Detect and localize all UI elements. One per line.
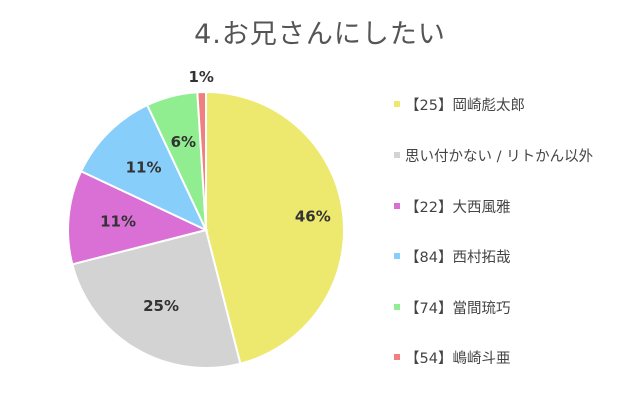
slice-percent-label: 11%	[100, 213, 136, 231]
legend-label: 【22】大西風雅	[405, 199, 511, 216]
pie-slice	[196, 90, 207, 231]
legend-swatch-icon	[394, 101, 400, 107]
legend-item: 【22】大西風雅	[394, 194, 510, 218]
pie-slice	[71, 228, 242, 369]
legend-label: 【84】西村拓哉	[405, 249, 511, 266]
chart-legend: 【25】岡崎彪太郎 思い付かない / リトかん以外 【22】大西風雅 【84】西…	[394, 0, 640, 402]
slice-percent-label: 25%	[143, 297, 179, 315]
pie-slice	[67, 169, 209, 266]
legend-label: 【74】當間琉巧	[405, 300, 511, 317]
chart-title: 4.お兄さんにしたい	[194, 19, 446, 50]
slice-percent-label: 1%	[188, 68, 213, 86]
legend-item: 【74】當間琉巧	[394, 295, 510, 319]
legend-swatch-icon	[394, 203, 400, 209]
slice-percent-label: 46%	[295, 208, 331, 226]
legend-item: 【25】岡崎彪太郎	[394, 92, 525, 116]
legend-swatch-icon	[394, 304, 400, 310]
legend-label: 【54】嶋崎斗亜	[405, 350, 511, 367]
legend-item: 【84】西村拓哉	[394, 244, 510, 268]
legend-label: 思い付かない / リトかん以外	[405, 148, 594, 165]
legend-item: 思い付かない / リトかん以外	[394, 143, 593, 167]
slice-percent-label: 11%	[126, 159, 162, 177]
pie-slice	[79, 103, 209, 233]
legend-swatch-icon	[394, 354, 400, 360]
slice-percent-label: 6%	[171, 133, 196, 151]
legend-label: 【25】岡崎彪太郎	[405, 97, 525, 114]
legend-swatch-icon	[394, 253, 400, 259]
legend-swatch-icon	[394, 152, 400, 158]
legend-item: 【54】嶋崎斗亜	[394, 345, 510, 369]
pie-slice	[205, 90, 345, 365]
